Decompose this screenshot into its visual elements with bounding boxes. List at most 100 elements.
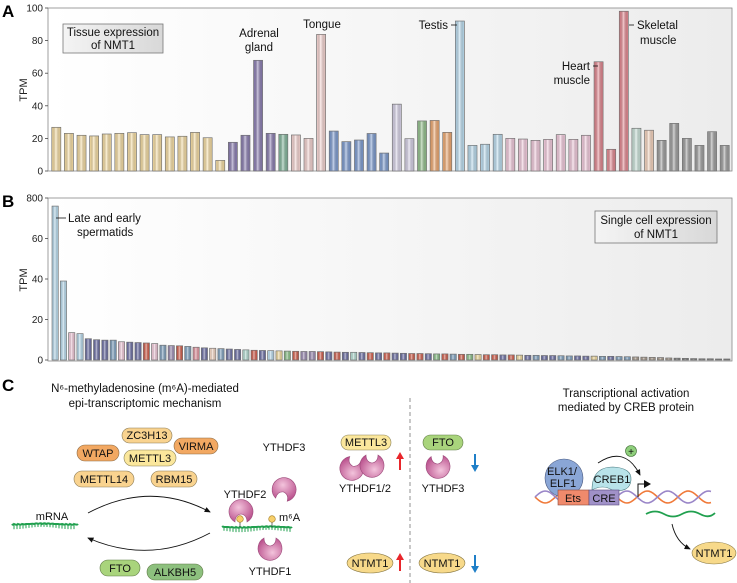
pill-zc3h13 bbox=[121, 427, 173, 444]
bar-shading bbox=[110, 340, 116, 360]
bar-shading bbox=[550, 356, 556, 360]
bar-shading bbox=[185, 346, 191, 360]
bar-shading bbox=[531, 140, 540, 171]
annotation-testis: Testis bbox=[419, 20, 449, 32]
y-axis-label-b: TPM bbox=[18, 268, 30, 291]
pill-ntmt1-product bbox=[691, 541, 737, 565]
annotation-adrenal-line1: Adrenal bbox=[239, 28, 279, 40]
pill-mettl14-label: METTL14 bbox=[80, 474, 128, 486]
bar-shading bbox=[632, 128, 641, 171]
bar-shading bbox=[268, 351, 274, 360]
bar-shading bbox=[574, 356, 581, 360]
y-axis-b: 0 20 40 60 800 bbox=[26, 194, 48, 367]
bar-shading bbox=[468, 145, 477, 171]
pill-ntmt1-down-label: NTMT1 bbox=[424, 558, 461, 570]
bar-shading bbox=[94, 340, 100, 360]
bar-shading bbox=[409, 354, 415, 360]
bar-shading bbox=[616, 357, 622, 360]
bar-shading bbox=[516, 355, 523, 360]
bar-shading bbox=[666, 358, 672, 360]
legend-box-b bbox=[594, 210, 718, 244]
bar-shading bbox=[127, 342, 133, 360]
y-axis-a: 0 20 40 60 80 100 bbox=[26, 4, 48, 178]
y-tick-label: 40 bbox=[32, 101, 44, 112]
ets-label: Ets bbox=[565, 493, 581, 505]
m6a-mark-icon bbox=[268, 515, 276, 523]
pill-ntmt1-up-label: NTMT1 bbox=[352, 558, 389, 570]
bar-shading bbox=[467, 354, 473, 360]
y-tick-label: 20 bbox=[32, 315, 44, 326]
bar-shading bbox=[624, 357, 630, 360]
ythdf1-2-label: YTHDF1/2 bbox=[339, 483, 391, 495]
bar-shading bbox=[594, 62, 603, 171]
cre-label: CRE bbox=[592, 493, 615, 505]
creb1-label: CREB1 bbox=[594, 474, 631, 486]
bar-shading bbox=[443, 132, 452, 171]
bar-shading bbox=[201, 348, 208, 360]
bar-shading bbox=[367, 134, 376, 171]
creb-title-line1: Transcriptional activation bbox=[563, 388, 690, 400]
bar-shading bbox=[541, 356, 548, 360]
bar-shading bbox=[276, 351, 282, 360]
bar-shading bbox=[619, 11, 628, 171]
bar-shading bbox=[508, 355, 514, 360]
y-tick-label: 0 bbox=[37, 167, 43, 178]
bar-shading bbox=[135, 343, 141, 360]
plus-sign: + bbox=[628, 447, 634, 458]
pill-virma bbox=[173, 437, 219, 455]
bar-shading bbox=[329, 131, 338, 171]
bars-a bbox=[51, 10, 730, 172]
bar-shading bbox=[380, 153, 389, 171]
bar-shading bbox=[392, 353, 398, 360]
bar-shading bbox=[682, 358, 688, 360]
bar-shading bbox=[400, 353, 407, 360]
y-tick-label: 80 bbox=[32, 36, 44, 47]
bar-shading bbox=[591, 356, 597, 360]
pill-mettl14 bbox=[73, 470, 135, 488]
down-arrow-icon bbox=[471, 555, 479, 573]
methylation-arrow bbox=[87, 495, 211, 514]
bar-shading bbox=[458, 354, 465, 360]
bar-shading bbox=[301, 351, 307, 360]
panel-a-tissue-chart: A 0 20 40 60 80 100 TPM Tissue expression of … bbox=[2, 2, 733, 178]
bar-shading bbox=[720, 145, 729, 171]
bar-shading bbox=[493, 134, 502, 171]
annotation-tongue: Tongue bbox=[303, 19, 341, 31]
bar-shading bbox=[291, 135, 300, 171]
y-tick-label: 60 bbox=[32, 69, 44, 80]
pill-wtap-label: WTAP bbox=[83, 448, 114, 460]
bar-shading bbox=[342, 352, 348, 360]
bar-shading bbox=[583, 356, 589, 360]
bar-shading bbox=[392, 104, 401, 171]
annotation-spermatids-line1: Late and early bbox=[68, 213, 141, 225]
plus-icon bbox=[625, 445, 637, 457]
bar-shading bbox=[254, 60, 263, 171]
transcript-icon bbox=[645, 510, 716, 518]
bar-shading bbox=[608, 356, 614, 360]
pill-ntmt1-product-label: NTMT1 bbox=[696, 548, 733, 560]
bar-shading bbox=[226, 349, 232, 360]
bar-shading bbox=[670, 123, 679, 171]
demethylation-arrow bbox=[87, 532, 211, 551]
bar-shading bbox=[442, 354, 448, 360]
bar-shading bbox=[657, 358, 664, 360]
activation-arrow bbox=[597, 455, 641, 476]
bar-shading bbox=[178, 136, 187, 171]
pill-fto-middle-label: FTO bbox=[432, 437, 454, 449]
annotation-skeletal-line2: muscle bbox=[640, 35, 676, 47]
bar-shading bbox=[674, 358, 680, 360]
pill-virma-label: VIRMA bbox=[179, 441, 215, 453]
bar-shading bbox=[533, 355, 539, 360]
elf1-label: ELF1 bbox=[550, 478, 576, 490]
panel-letter-b: B bbox=[2, 192, 14, 211]
bar-shading bbox=[153, 135, 162, 171]
bar-shading bbox=[90, 136, 99, 171]
bar-shading bbox=[384, 353, 390, 360]
ythdf3-reader-icon bbox=[424, 454, 452, 480]
legend-box-a-line2: of NMT1 bbox=[91, 40, 135, 52]
bar-shading bbox=[102, 134, 111, 171]
pill-rbm15-label: RBM15 bbox=[156, 474, 193, 486]
ythdf1-reader-icon bbox=[257, 537, 283, 561]
bar-shading bbox=[657, 140, 666, 171]
bar-shading bbox=[359, 353, 365, 360]
